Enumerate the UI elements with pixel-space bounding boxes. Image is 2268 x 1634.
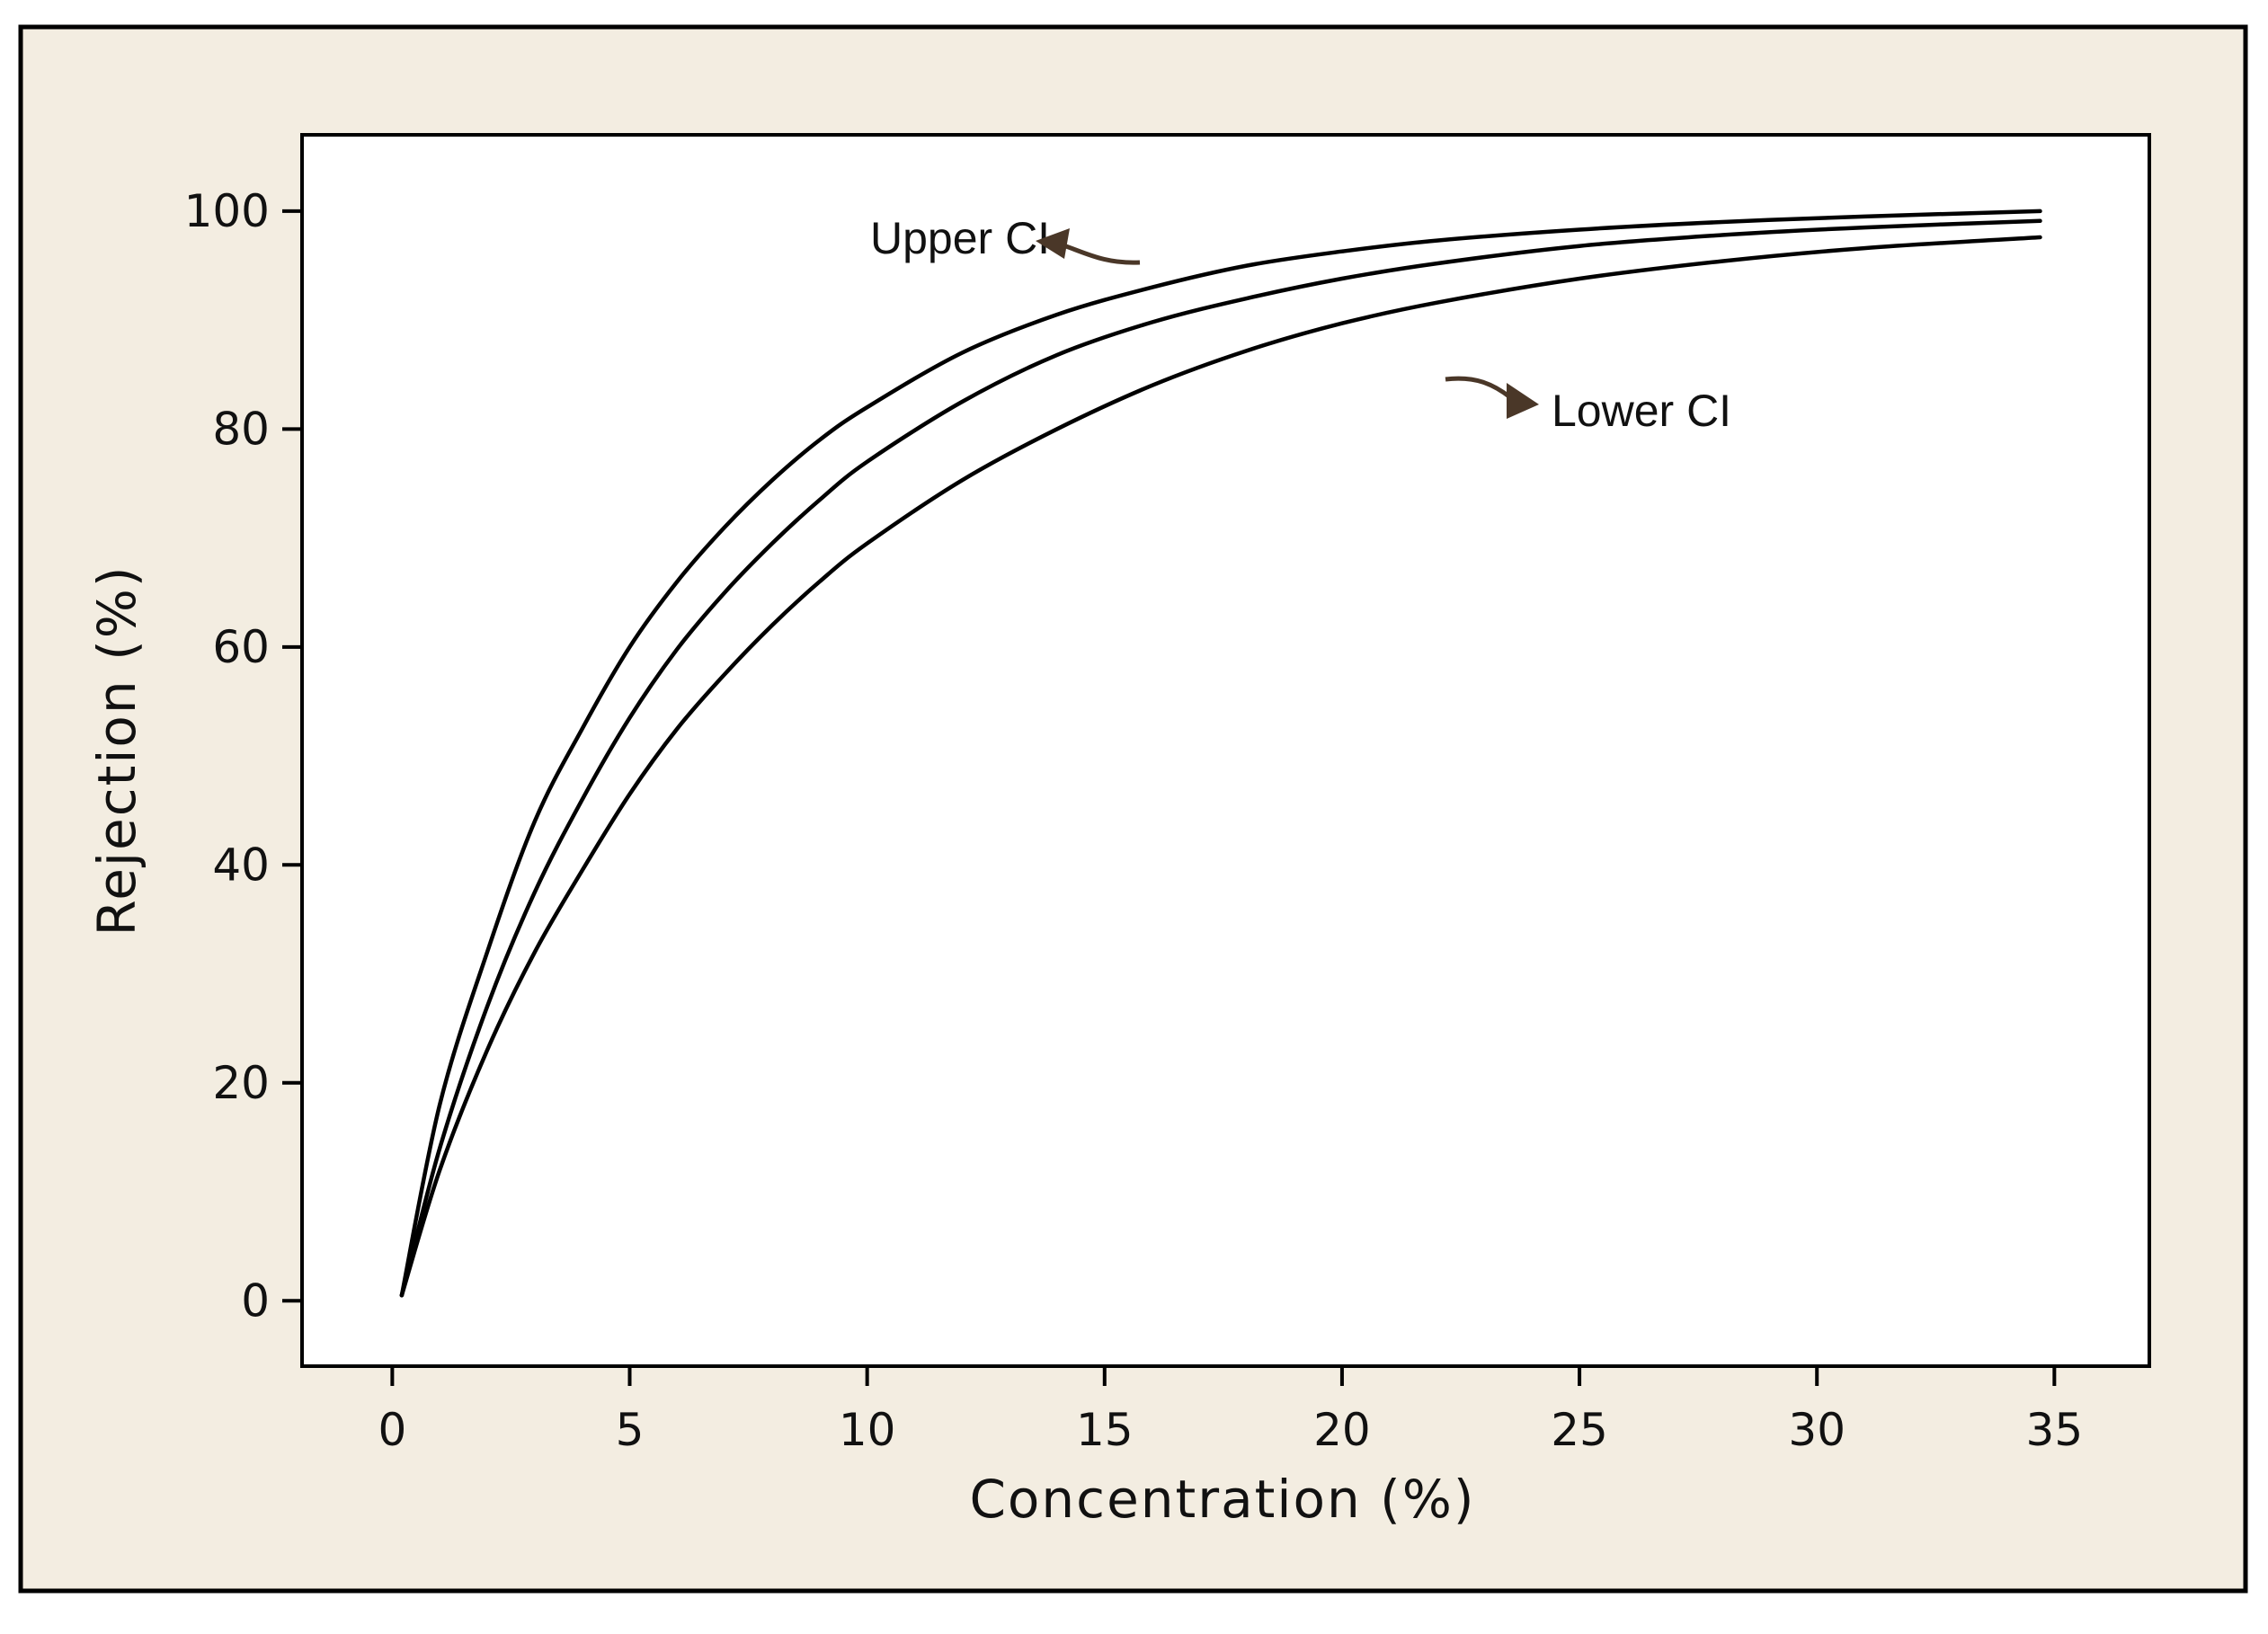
- x-tick-label: 30: [1788, 1404, 1846, 1456]
- y-tick-label: 20: [212, 1057, 270, 1109]
- x-tick-label: 10: [839, 1404, 896, 1456]
- y-tick-label: 100: [184, 185, 270, 237]
- annotation-upper-ci: Upper CI: [870, 213, 1050, 263]
- annotation-upper-ci-arrow: [1060, 242, 1141, 265]
- series-line-2: [399, 218, 2042, 1298]
- plot-area: [300, 133, 2151, 1368]
- y-tick-label: 40: [212, 839, 270, 891]
- annotation-upper-ci-arrowhead: [1036, 228, 1070, 259]
- x-axis-title: Concentration (%): [969, 1469, 1475, 1530]
- x-tick-label: 35: [2026, 1404, 2084, 1456]
- x-tick-label: 5: [616, 1404, 645, 1456]
- x-tick-label: 15: [1076, 1404, 1134, 1456]
- y-tick-label: 60: [212, 621, 270, 673]
- series-line-1: [399, 209, 2042, 1298]
- annotation-layer: Upper CI Lower CI: [870, 213, 1731, 436]
- x-tick-label: 25: [1551, 1404, 1608, 1456]
- x-axis: 0 5 10 15 20 25 30 35: [378, 1366, 2083, 1456]
- annotation-lower-ci-arrow: [1445, 376, 1512, 399]
- y-axis: 0 20 40 60 80 100: [184, 185, 302, 1327]
- series-layer: [399, 209, 2042, 1298]
- y-axis-title: Rejection (%): [86, 565, 147, 937]
- annotation-lower-ci: Lower CI: [1552, 386, 1731, 436]
- y-tick-label: 0: [241, 1274, 270, 1327]
- y-tick-label: 80: [212, 403, 270, 455]
- annotation-lower-ci-arrowhead: [1507, 383, 1539, 419]
- x-tick-label: 20: [1313, 1404, 1371, 1456]
- series-line-3: [399, 235, 2042, 1298]
- x-tick-label: 0: [378, 1404, 406, 1456]
